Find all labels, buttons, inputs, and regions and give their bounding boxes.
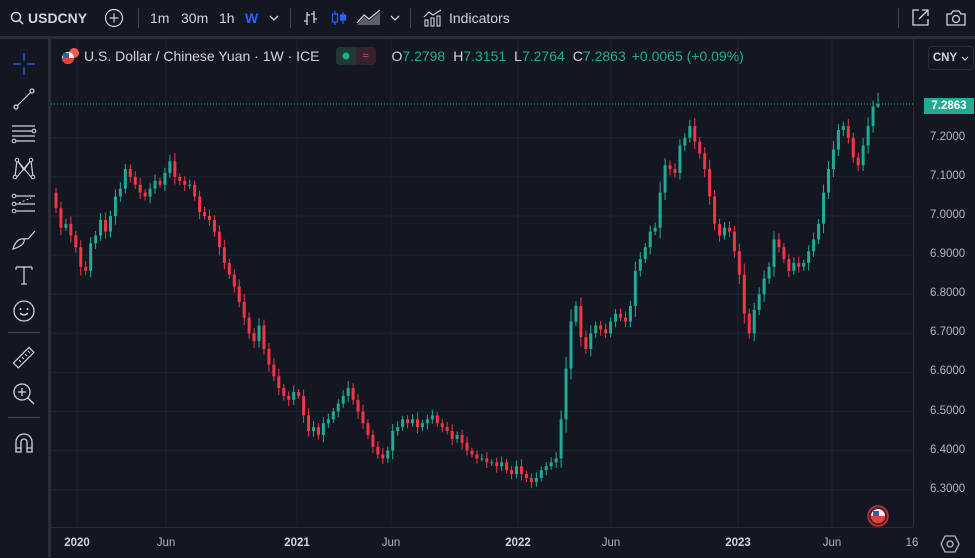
time-tick-label: Jun <box>601 537 621 549</box>
low-label: L <box>514 48 522 64</box>
toolbar-divider <box>8 417 40 418</box>
top-toolbar: USDCNY 1m 30m 1h W Indicators <box>0 0 975 39</box>
chart-legend: U.S. Dollar / Chinese Yuan · 1W · ICE ≈ … <box>60 45 744 67</box>
camera-icon <box>946 10 966 26</box>
open-label: O <box>391 48 403 64</box>
icon-tool[interactable] <box>10 297 38 325</box>
timeframe-w[interactable]: W <box>245 10 259 26</box>
measure-tool[interactable] <box>10 344 38 372</box>
chevron-down-icon <box>390 15 400 21</box>
settings-gear-icon[interactable] <box>940 535 960 553</box>
ruler-icon <box>12 346 35 369</box>
time-tick-label: 2020 <box>64 537 90 549</box>
price-tick-label: 7.1000 <box>930 169 966 182</box>
chevron-down-icon <box>961 56 969 61</box>
chevron-down-icon <box>269 15 279 21</box>
brush-tool[interactable] <box>10 226 38 254</box>
timeframe-dropdown[interactable] <box>269 0 279 36</box>
price-tick-label: 6.9000 <box>930 248 966 261</box>
bars-icon <box>304 11 317 25</box>
symbol-title[interactable]: U.S. Dollar / Chinese Yuan · 1W · ICE <box>84 48 320 64</box>
text-icon <box>15 266 33 285</box>
forecasting-tool[interactable] <box>10 190 38 218</box>
fib-retracement-tool[interactable] <box>10 120 38 148</box>
timeframe-1h[interactable]: 1h <box>219 10 235 26</box>
price-axis[interactable]: CNY 7.2000 7.1000 7.0000 6.9000 6.8000 6.7000… <box>913 39 975 527</box>
market-status-pill[interactable]: ≈ <box>335 47 376 65</box>
magnet-tool[interactable] <box>10 429 38 457</box>
area-style-button[interactable] <box>356 0 382 36</box>
candle-style-button[interactable] <box>330 0 348 36</box>
indicators-button[interactable]: Indicators <box>423 0 510 36</box>
currency-button[interactable]: CNY <box>928 46 974 70</box>
timeframe-1m[interactable]: 1m <box>150 10 170 26</box>
time-axis[interactable]: 2020 Jun 2021 Jun 2022 Jun 2023 Jun 16 <box>51 527 918 558</box>
time-tick-label: 16 <box>905 537 919 549</box>
high-value: 7.3151 <box>463 48 507 64</box>
economic-event-us-flag-icon[interactable] <box>867 505 889 527</box>
close-value: 7.2863 <box>582 48 626 64</box>
projection-icon <box>11 193 35 214</box>
time-tick-label: 2023 <box>725 537 751 549</box>
high-label: H <box>453 48 464 64</box>
pattern-tool[interactable] <box>10 155 38 183</box>
chart-type-dropdown[interactable] <box>390 0 400 36</box>
time-tick-label: 2021 <box>284 537 310 549</box>
snapshot-button[interactable] <box>945 0 967 36</box>
close-label: C <box>572 48 583 64</box>
trend-line-icon <box>13 88 35 110</box>
toolbar-divider <box>290 8 291 28</box>
price-tick-label: 6.8000 <box>930 287 966 300</box>
time-tick-label: Jun <box>381 537 401 549</box>
toolbar-divider <box>138 8 139 28</box>
us-flag-icon <box>62 48 79 64</box>
low-value: 7.2764 <box>521 48 565 64</box>
change-value: +0.0065 (+0.09%) <box>631 48 744 64</box>
crosshair-tool[interactable] <box>10 50 38 78</box>
magnet-icon <box>15 433 33 453</box>
price-tick-label: 6.6000 <box>930 365 966 378</box>
market-open-dot <box>335 47 356 65</box>
zoom-in-icon <box>13 383 35 405</box>
horizontal-lines-icon <box>11 125 37 144</box>
price-tick-label: 6.3000 <box>930 482 966 495</box>
symbol-search[interactable]: USDCNY <box>10 0 87 36</box>
brush-icon <box>12 230 36 250</box>
search-icon <box>10 11 24 25</box>
share-button[interactable] <box>910 0 930 36</box>
current-price-tag: 7.2863 <box>924 98 974 114</box>
price-tick-label: 7.0000 <box>930 209 966 221</box>
delayed-data-icon: ≈ <box>355 47 376 65</box>
time-tick-label: 2022 <box>505 537 531 549</box>
drawing-toolbar <box>0 39 51 557</box>
price-tick-label: 6.4000 <box>930 443 966 456</box>
indicators-icon <box>423 9 442 27</box>
crosshair-icon <box>13 53 35 75</box>
toolbar-divider <box>898 8 899 28</box>
text-tool[interactable] <box>10 261 38 289</box>
plus-circle-icon <box>104 8 124 28</box>
currency-label: CNY <box>932 52 958 64</box>
toolbar-divider <box>8 332 40 333</box>
symbol-label: USDCNY <box>28 10 88 26</box>
smiley-icon <box>13 300 35 322</box>
external-link-icon <box>912 9 929 26</box>
open-value: 7.2798 <box>402 48 446 64</box>
trend-line-tool[interactable] <box>10 85 38 113</box>
xabcd-pattern-icon <box>12 157 36 180</box>
bar-style-button[interactable] <box>302 0 320 36</box>
area-chart-icon <box>356 9 381 25</box>
time-tick-label: Jun <box>822 537 842 549</box>
candles-icon <box>331 11 347 25</box>
compare-add-button[interactable] <box>104 0 124 36</box>
indicators-label: Indicators <box>449 10 510 26</box>
candlestick-chart[interactable] <box>51 39 913 527</box>
time-tick-label: Jun <box>156 537 176 549</box>
timeframe-30m[interactable]: 30m <box>181 10 209 26</box>
zoom-in-tool[interactable] <box>10 380 38 408</box>
price-tick-label: 6.7000 <box>930 326 966 339</box>
price-tick-label: 7.2000 <box>930 130 966 143</box>
toolbar-divider <box>410 8 411 28</box>
price-tick-label: 6.5000 <box>930 404 966 417</box>
